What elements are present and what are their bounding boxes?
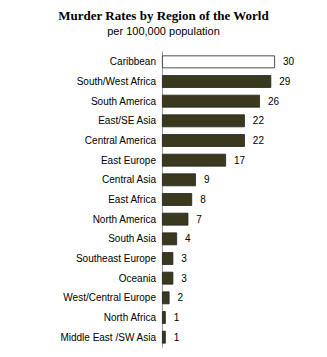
- svg-text:1: 1: [174, 332, 180, 343]
- svg-text:West/Central Europe: West/Central Europe: [63, 292, 156, 303]
- svg-text:29: 29: [279, 76, 291, 87]
- svg-text:Caribbean: Caribbean: [110, 56, 156, 67]
- svg-text:South/West Africa: South/West Africa: [77, 76, 157, 87]
- svg-text:East/SE Asia: East/SE Asia: [98, 115, 156, 126]
- svg-text:1: 1: [174, 312, 180, 323]
- svg-text:South Asia: South Asia: [108, 233, 156, 244]
- svg-text:North Africa: North Africa: [104, 312, 157, 323]
- svg-text:Oceania: Oceania: [119, 273, 157, 284]
- svg-text:Central America: Central America: [85, 135, 157, 146]
- svg-text:17: 17: [234, 155, 246, 166]
- svg-text:East Africa: East Africa: [108, 194, 156, 205]
- svg-text:22: 22: [253, 115, 265, 126]
- svg-text:per 100,000 population: per 100,000 population: [107, 25, 220, 37]
- svg-text:2: 2: [178, 292, 184, 303]
- svg-text:30: 30: [283, 56, 295, 67]
- svg-text:7: 7: [196, 214, 202, 225]
- svg-text:26: 26: [268, 96, 280, 107]
- svg-text:3: 3: [181, 273, 187, 284]
- svg-text:South America: South America: [91, 96, 156, 107]
- svg-text:Southeast Europe: Southeast Europe: [76, 253, 156, 264]
- svg-text:4: 4: [185, 233, 191, 244]
- svg-text:3: 3: [181, 253, 187, 264]
- svg-text:North America: North America: [93, 214, 157, 225]
- svg-text:Middle East /SW Asia: Middle East /SW Asia: [60, 332, 156, 343]
- svg-text:East Europe: East Europe: [101, 155, 156, 166]
- svg-text:Murder Rates by Region of the: Murder Rates by Region of the World: [58, 8, 269, 23]
- svg-text:Central Asia: Central Asia: [102, 174, 156, 185]
- svg-text:22: 22: [253, 135, 265, 146]
- svg-text:8: 8: [200, 194, 206, 205]
- svg-text:9: 9: [204, 174, 210, 185]
